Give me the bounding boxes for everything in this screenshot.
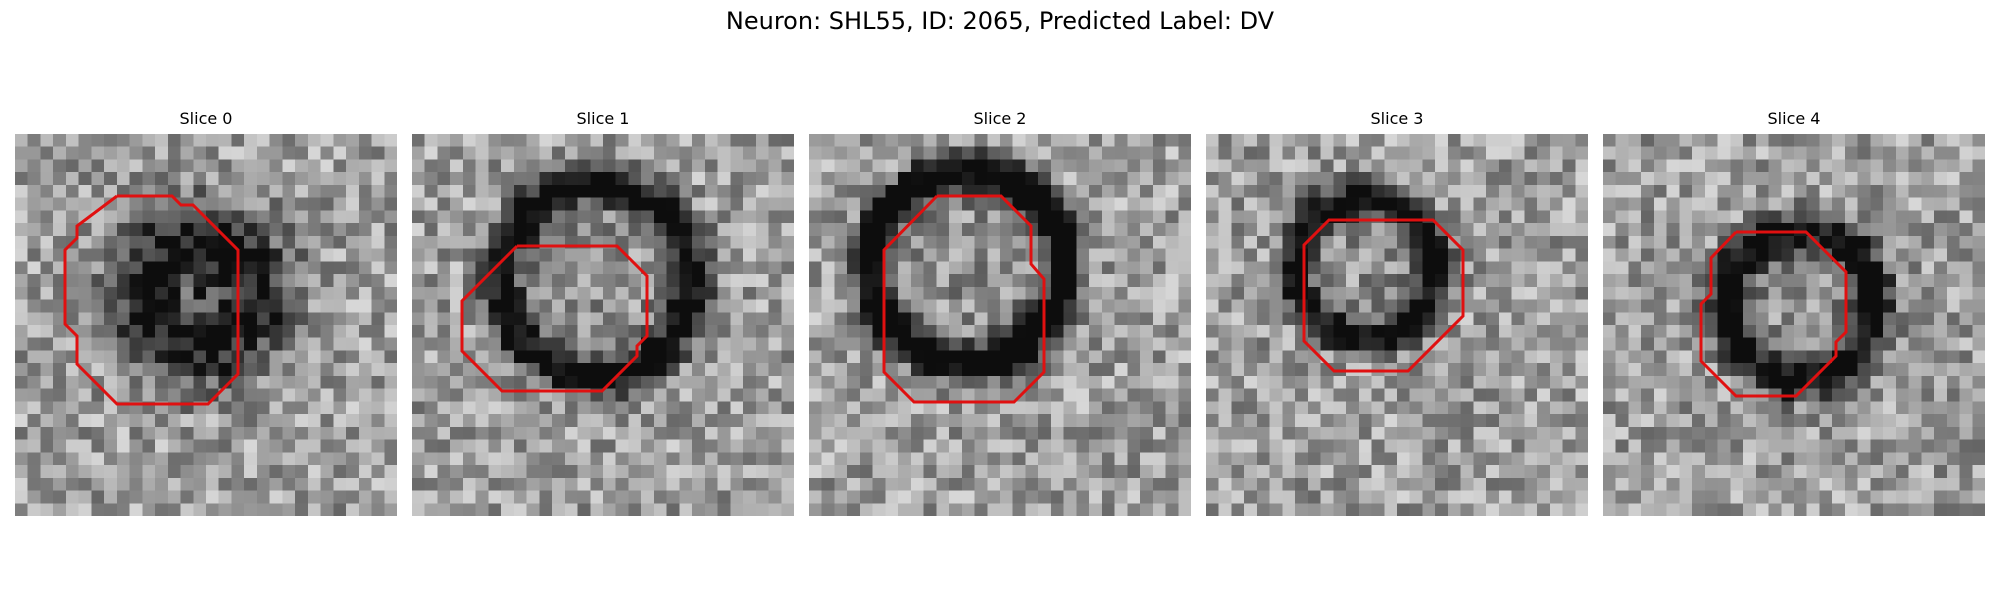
segmentation-outline [63, 194, 240, 406]
slice-image [412, 134, 794, 516]
slice-panel-3: Slice 3 [1206, 108, 1588, 516]
slice-panel-1: Slice 1 [412, 108, 794, 516]
slice-title: Slice 1 [576, 109, 630, 128]
slice-title: Slice 0 [179, 109, 233, 128]
slice-title: Slice 3 [1370, 109, 1424, 128]
segmentation-outline [1302, 218, 1465, 373]
slice-panel-0: Slice 0 [15, 108, 397, 516]
figure-title: Neuron: SHL55, ID: 2065, Predicted Label… [725, 7, 1275, 35]
slice-image [15, 134, 397, 516]
slice-title: Slice 4 [1767, 109, 1821, 128]
slice-image [809, 134, 1191, 516]
segmentation-outline [460, 244, 649, 393]
slice-panel-2: Slice 2 [809, 108, 1191, 516]
segmentation-outline [1699, 230, 1848, 398]
segmentation-outline [882, 194, 1046, 404]
slice-image [1206, 134, 1588, 516]
slice-image [1603, 134, 1985, 516]
slice-panel-4: Slice 4 [1603, 108, 1985, 516]
slice-title: Slice 2 [973, 109, 1027, 128]
